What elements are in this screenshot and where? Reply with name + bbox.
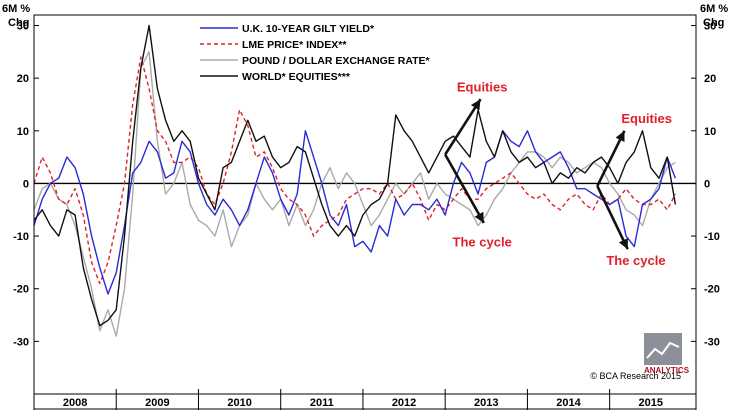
legend-label-pound: POUND / DOLLAR EXCHANGE RATE* <box>242 55 431 67</box>
x-tick-label: 2011 <box>310 397 334 409</box>
annotation-arrow-shaft <box>596 185 629 250</box>
y-tick-label-right: 30 <box>704 21 716 33</box>
y-tick-label-right: 0 <box>704 178 710 190</box>
logo-box <box>644 333 682 365</box>
y-tick-label-left: -20 <box>13 284 29 296</box>
legend-label-gilt: U.K. 10-YEAR GILT YIELD* <box>242 23 375 35</box>
y-tick-label-left: 20 <box>17 73 29 85</box>
annotation-arrow-head <box>615 130 625 142</box>
annotations: Equities The cycle Equities The cycle <box>453 79 672 268</box>
y-tick-label-left: 10 <box>17 126 29 138</box>
annotation-label: The cycle <box>453 235 512 250</box>
series-line-equities <box>33 24 677 327</box>
analytics-logo: ANALYTICS <box>644 333 690 375</box>
legend-label-equities: WORLD* EQUITIES*** <box>242 71 351 83</box>
y-tick-label-right: -10 <box>704 231 720 243</box>
x-tick-label: 2009 <box>145 397 169 409</box>
annotation-label: Equities <box>457 79 508 94</box>
x-tick-label: 2008 <box>63 397 87 409</box>
legend: U.K. 10-YEAR GILT YIELD* LME PRICE* INDE… <box>200 23 431 83</box>
logo-graph-icon <box>646 341 680 359</box>
annotation-arrow-shaft <box>444 153 485 224</box>
series-line-gilt <box>33 130 677 295</box>
x-tick-label: 2015 <box>639 397 663 409</box>
y-tick-label-left: 0 <box>23 178 29 190</box>
y-tick-label-left: -30 <box>13 336 29 348</box>
legend-label-lme: LME PRICE* INDEX** <box>242 39 347 51</box>
y-tick-label-left: -10 <box>13 231 29 243</box>
y-axis-title-left-line-1: 6M % <box>2 3 30 15</box>
y-tick-label-left: 30 <box>17 21 29 33</box>
annotation-arrow-head <box>474 211 484 223</box>
x-tick-label: 2010 <box>227 397 251 409</box>
y-axis-title-left-line-2: Chg <box>8 17 29 29</box>
y-axis-title-right-line-2: Chg <box>703 17 724 29</box>
x-tick-label: 2014 <box>556 397 581 409</box>
annotation-arrow-shaft <box>596 130 626 187</box>
series-line-lme <box>33 56 677 285</box>
logo-text: ANALYTICS <box>644 366 690 375</box>
x-tick-label: 2013 <box>474 397 498 409</box>
y-tick-label-right: -30 <box>704 336 720 348</box>
annotation-label: Equities <box>621 111 672 126</box>
plot-frame <box>33 14 697 395</box>
y-tick-label-right: 20 <box>704 73 716 85</box>
y-tick-label-right: -20 <box>704 284 720 296</box>
series-lines <box>33 24 677 337</box>
annotation-label: The cycle <box>606 253 665 268</box>
annotation-arrow-shaft <box>444 98 482 156</box>
y-axis-title-right-line-1: 6M % <box>700 3 728 15</box>
y-tick-label-right: 10 <box>704 126 716 138</box>
annotation-arrows <box>444 98 629 250</box>
x-tick-label: 2012 <box>392 397 416 409</box>
annotation-arrow-head <box>470 99 481 111</box>
source-note: © BCA Research 2015 <box>590 371 681 381</box>
annotation-arrow-head <box>618 238 628 250</box>
